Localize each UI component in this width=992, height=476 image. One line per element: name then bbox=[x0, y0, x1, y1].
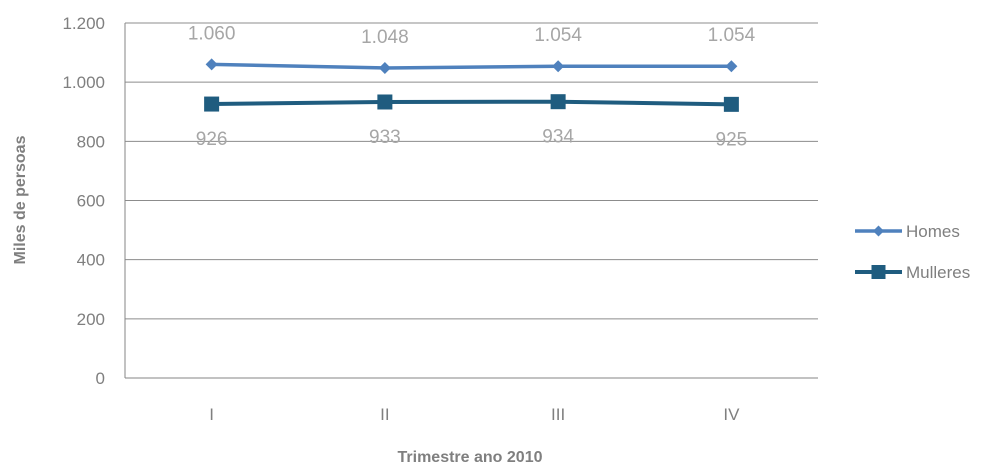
data-point-marker bbox=[204, 96, 220, 112]
data-label: 933 bbox=[369, 127, 401, 148]
data-point-marker bbox=[550, 94, 566, 110]
data-label: 1.054 bbox=[708, 25, 756, 46]
y-tick-label: 600 bbox=[77, 192, 105, 211]
x-tick-label: II bbox=[380, 405, 389, 424]
data-labels: 1.060 1.048 1.054 1.054 926 933 934 925 bbox=[188, 23, 756, 150]
data-label: 1.054 bbox=[534, 25, 582, 46]
y-axis-ticks: 0 200 400 600 800 1.000 1.200 bbox=[62, 14, 105, 388]
x-tick-label: III bbox=[551, 405, 565, 424]
legend: Homes Mulleres bbox=[855, 222, 970, 282]
series-line-homes bbox=[211, 62, 732, 70]
legend-item-mulleres: Mulleres bbox=[855, 263, 970, 282]
x-axis-ticks: I II III IV bbox=[209, 405, 740, 424]
data-label: 926 bbox=[196, 129, 228, 150]
y-tick-label: 400 bbox=[77, 251, 105, 270]
y-tick-label: 200 bbox=[77, 310, 105, 329]
y-tick-label: 1.200 bbox=[62, 14, 105, 33]
series-line-mulleres bbox=[211, 99, 732, 107]
data-label: 934 bbox=[542, 127, 574, 148]
gridlines bbox=[124, 22, 818, 379]
legend-marker bbox=[873, 225, 884, 237]
y-tick-label: 800 bbox=[77, 132, 105, 151]
data-point-marker bbox=[377, 94, 393, 110]
series bbox=[204, 58, 739, 112]
legend-label: Homes bbox=[906, 222, 960, 241]
x-tick-label: I bbox=[209, 405, 214, 424]
data-point-marker bbox=[205, 58, 218, 71]
legend-item-homes: Homes bbox=[855, 222, 960, 241]
data-label: 1.048 bbox=[361, 27, 409, 48]
data-label: 925 bbox=[716, 129, 748, 150]
y-axis-title: Miles de persoas bbox=[12, 135, 29, 264]
data-label: 1.060 bbox=[188, 23, 236, 44]
legend-marker bbox=[871, 265, 886, 279]
data-point-marker bbox=[552, 60, 565, 73]
data-point-marker bbox=[378, 61, 391, 74]
x-axis-title: Trimestre ano 2010 bbox=[398, 449, 543, 466]
y-tick-label: 0 bbox=[96, 369, 105, 388]
legend-label: Mulleres bbox=[906, 263, 970, 282]
y-tick-label: 1.000 bbox=[62, 73, 105, 92]
data-point-marker bbox=[725, 60, 738, 73]
data-point-marker bbox=[723, 96, 739, 112]
x-tick-label: IV bbox=[723, 405, 740, 424]
